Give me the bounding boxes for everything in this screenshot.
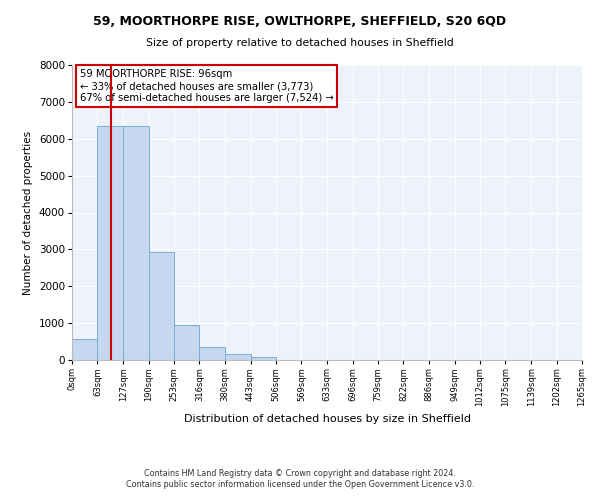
Y-axis label: Number of detached properties: Number of detached properties — [23, 130, 34, 294]
Bar — [123, 126, 149, 360]
Text: 59 MOORTHORPE RISE: 96sqm
← 33% of detached houses are smaller (3,773)
67% of se: 59 MOORTHORPE RISE: 96sqm ← 33% of detac… — [80, 70, 334, 102]
Bar — [97, 126, 123, 360]
Text: Contains HM Land Registry data © Crown copyright and database right 2024.: Contains HM Land Registry data © Crown c… — [144, 468, 456, 477]
Text: Contains public sector information licensed under the Open Government Licence v3: Contains public sector information licen… — [126, 480, 474, 489]
Bar — [72, 340, 97, 360]
Bar — [149, 252, 174, 360]
Bar — [251, 357, 276, 360]
Bar — [225, 354, 251, 360]
Bar — [174, 324, 199, 360]
X-axis label: Distribution of detached houses by size in Sheffield: Distribution of detached houses by size … — [184, 414, 470, 424]
Text: 59, MOORTHORPE RISE, OWLTHORPE, SHEFFIELD, S20 6QD: 59, MOORTHORPE RISE, OWLTHORPE, SHEFFIEL… — [94, 15, 506, 28]
Bar — [199, 346, 225, 360]
Text: Size of property relative to detached houses in Sheffield: Size of property relative to detached ho… — [146, 38, 454, 48]
